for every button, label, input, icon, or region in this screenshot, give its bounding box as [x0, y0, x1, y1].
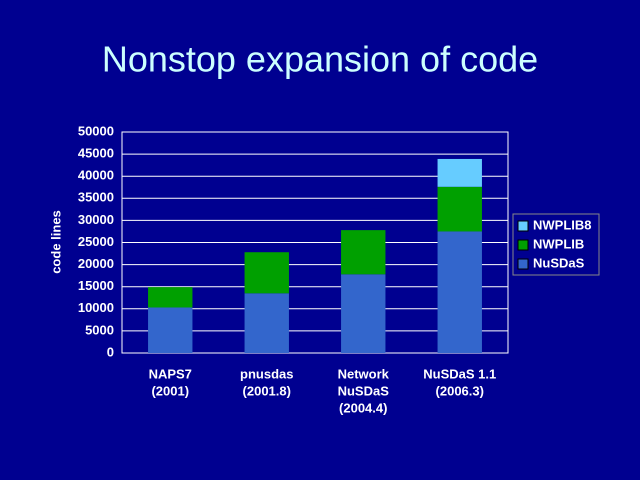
legend-swatch: [517, 239, 529, 251]
bar-segment: [341, 274, 386, 353]
y-tick-label: 25000: [78, 234, 114, 249]
x-tick-label: (2004.4): [339, 400, 387, 415]
legend-label: NWPLIB8: [533, 217, 592, 232]
chart-title: Nonstop expansion of code: [102, 39, 538, 80]
bar-segment: [148, 307, 193, 353]
y-tick-label: 35000: [78, 190, 114, 205]
legend-swatch: [517, 258, 529, 270]
bar-segment: [148, 287, 193, 308]
y-tick-label: 15000: [78, 278, 114, 293]
y-tick-label: 20000: [78, 256, 114, 271]
x-tick-label: (2001): [151, 383, 189, 398]
y-tick-label: 5000: [85, 322, 114, 337]
y-tick-label: 45000: [78, 146, 114, 161]
y-tick-label: 30000: [78, 212, 114, 227]
bar-segment: [341, 230, 386, 275]
x-tick-label: Network: [338, 366, 390, 381]
legend-label: NWPLIB: [533, 236, 584, 251]
bar-segment: [244, 252, 289, 294]
x-tick-label: NuSDaS 1.1: [423, 366, 496, 381]
y-tick-label: 10000: [78, 300, 114, 315]
y-tick-label: 0: [107, 344, 114, 359]
bar-segment: [437, 158, 482, 187]
bar-segment: [244, 293, 289, 353]
legend-label: NuSDaS: [533, 255, 585, 270]
x-tick-label: (2006.3): [436, 383, 484, 398]
plot-frame: [121, 131, 509, 354]
x-tick-label: (2001.8): [243, 383, 291, 398]
y-tick-label: 40000: [78, 168, 114, 183]
bar-segment: [437, 186, 482, 232]
bar-segment: [437, 231, 482, 353]
y-axis-label: code lines: [48, 210, 63, 274]
legend-swatch: [517, 220, 529, 232]
x-tick-label: pnusdas: [240, 366, 293, 381]
x-tick-label: NAPS7: [149, 366, 192, 381]
y-tick-label: 50000: [78, 123, 114, 138]
x-tick-label: NuSDaS: [338, 383, 390, 398]
